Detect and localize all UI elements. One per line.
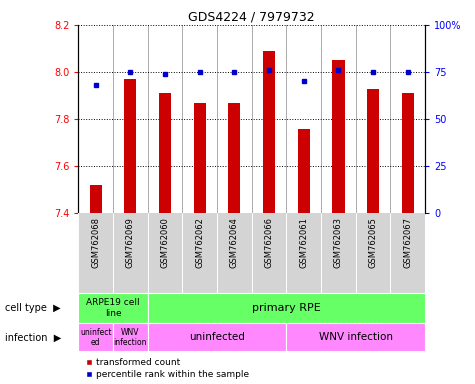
Text: uninfect
ed: uninfect ed [80, 328, 112, 347]
Bar [298, 129, 310, 213]
Title: GDS4224 / 7979732: GDS4224 / 7979732 [189, 11, 315, 24]
Text: primary RPE: primary RPE [252, 303, 321, 313]
Bar [286, 323, 425, 351]
Text: cell type  ▶: cell type ▶ [5, 303, 61, 313]
Bar [332, 60, 344, 213]
Bar [367, 88, 379, 213]
Text: GSM762066: GSM762066 [265, 217, 274, 268]
Text: uninfected: uninfected [189, 333, 245, 343]
Bar [263, 51, 275, 213]
Text: GSM762061: GSM762061 [299, 217, 308, 268]
Bar [159, 93, 171, 213]
Bar [228, 103, 240, 213]
Text: infection  ▶: infection ▶ [5, 333, 61, 343]
Bar [78, 323, 113, 351]
Bar [148, 323, 286, 351]
Text: GSM762062: GSM762062 [195, 217, 204, 268]
Text: GSM762068: GSM762068 [91, 217, 100, 268]
Bar [402, 93, 414, 213]
Text: GSM762069: GSM762069 [126, 217, 135, 268]
Bar [124, 79, 136, 213]
Text: WNV infection: WNV infection [319, 333, 393, 343]
Text: ARPE19 cell
line: ARPE19 cell line [86, 298, 140, 318]
Text: WNV
infection: WNV infection [114, 328, 147, 347]
Text: GSM762064: GSM762064 [230, 217, 239, 268]
Bar [78, 293, 148, 323]
Bar [148, 293, 425, 323]
Text: GSM762067: GSM762067 [403, 217, 412, 268]
Bar [113, 323, 148, 351]
Legend: transformed count, percentile rank within the sample: transformed count, percentile rank withi… [83, 354, 252, 382]
Bar [194, 103, 206, 213]
Text: GSM762065: GSM762065 [369, 217, 378, 268]
Text: GSM762060: GSM762060 [161, 217, 170, 268]
Text: GSM762063: GSM762063 [334, 217, 343, 268]
Bar [90, 185, 102, 213]
